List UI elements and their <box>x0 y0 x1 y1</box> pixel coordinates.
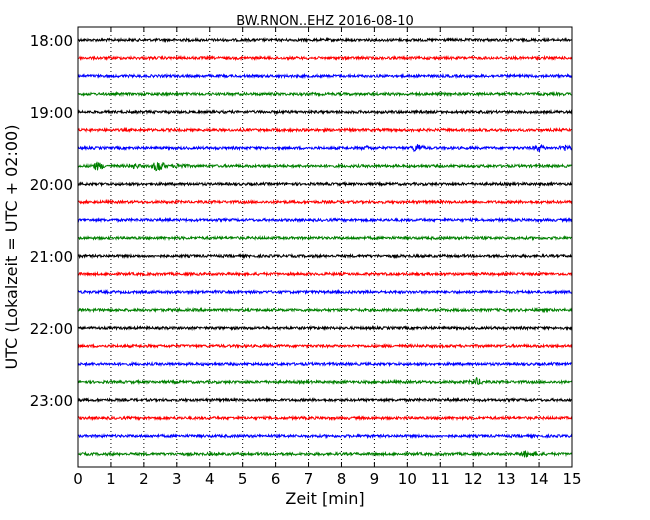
trace-line <box>77 432 573 440</box>
trace-line <box>77 342 573 350</box>
trace-line <box>77 449 573 458</box>
x-tick-label: 15 <box>562 470 581 488</box>
trace-line <box>77 414 573 422</box>
trace-line <box>77 198 573 206</box>
y-tick-label: 19:00 <box>30 104 73 122</box>
traces-group <box>77 36 573 458</box>
x-tick-label: 13 <box>497 470 516 488</box>
trace-line <box>77 288 573 296</box>
x-tick-label: 14 <box>530 470 549 488</box>
x-axis-label: Zeit [min] <box>285 489 364 508</box>
y-tick-label: 20:00 <box>30 176 73 194</box>
trace-line <box>77 270 573 278</box>
grid-lines <box>110 27 540 467</box>
y-tick-label: 23:00 <box>30 392 73 410</box>
y-axis-label: UTC (Lokalzeit = UTC + 02:00) <box>2 125 21 370</box>
x-tick-label: 2 <box>139 470 149 488</box>
x-tick-label: 5 <box>238 470 248 488</box>
y-axis-ticks: 18:00 19:00 20:00 21:00 22:00 23:00 <box>30 32 572 410</box>
trace-line <box>77 36 573 44</box>
y-tick-label: 21:00 <box>30 248 73 266</box>
trace-line <box>77 324 573 332</box>
y-tick-label: 22:00 <box>30 320 73 338</box>
x-tick-label: 7 <box>304 470 314 488</box>
trace-line <box>77 306 573 314</box>
trace-line <box>77 180 573 188</box>
x-tick-label: 3 <box>172 470 182 488</box>
chart-title: BW.RNON..EHZ 2016-08-10 <box>236 14 414 29</box>
x-tick-label: 8 <box>337 470 347 488</box>
trace-line <box>77 54 573 62</box>
trace-line <box>77 161 573 172</box>
plot-frame <box>77 26 573 468</box>
trace-line <box>77 216 573 224</box>
trace-line <box>77 234 573 242</box>
x-tick-label: 6 <box>271 470 281 488</box>
trace-line <box>77 252 573 260</box>
y-tick-label: 18:00 <box>30 32 73 50</box>
x-tick-label: 0 <box>73 470 83 488</box>
trace-line <box>77 108 573 116</box>
trace-line <box>77 72 573 80</box>
x-tick-label: 4 <box>205 470 215 488</box>
x-tick-label: 10 <box>398 470 417 488</box>
x-tick-label: 11 <box>431 470 450 488</box>
x-axis-ticks: 0 1 2 3 4 5 6 7 8 9 10 11 12 13 14 15 <box>73 27 582 488</box>
trace-line <box>77 396 573 404</box>
trace-line <box>77 376 573 386</box>
trace-line <box>77 90 573 98</box>
trace-line <box>77 143 573 154</box>
trace-line <box>77 360 573 368</box>
trace-line <box>77 126 573 134</box>
x-tick-label: 9 <box>370 470 380 488</box>
x-tick-label: 12 <box>464 470 483 488</box>
x-tick-label: 1 <box>106 470 116 488</box>
